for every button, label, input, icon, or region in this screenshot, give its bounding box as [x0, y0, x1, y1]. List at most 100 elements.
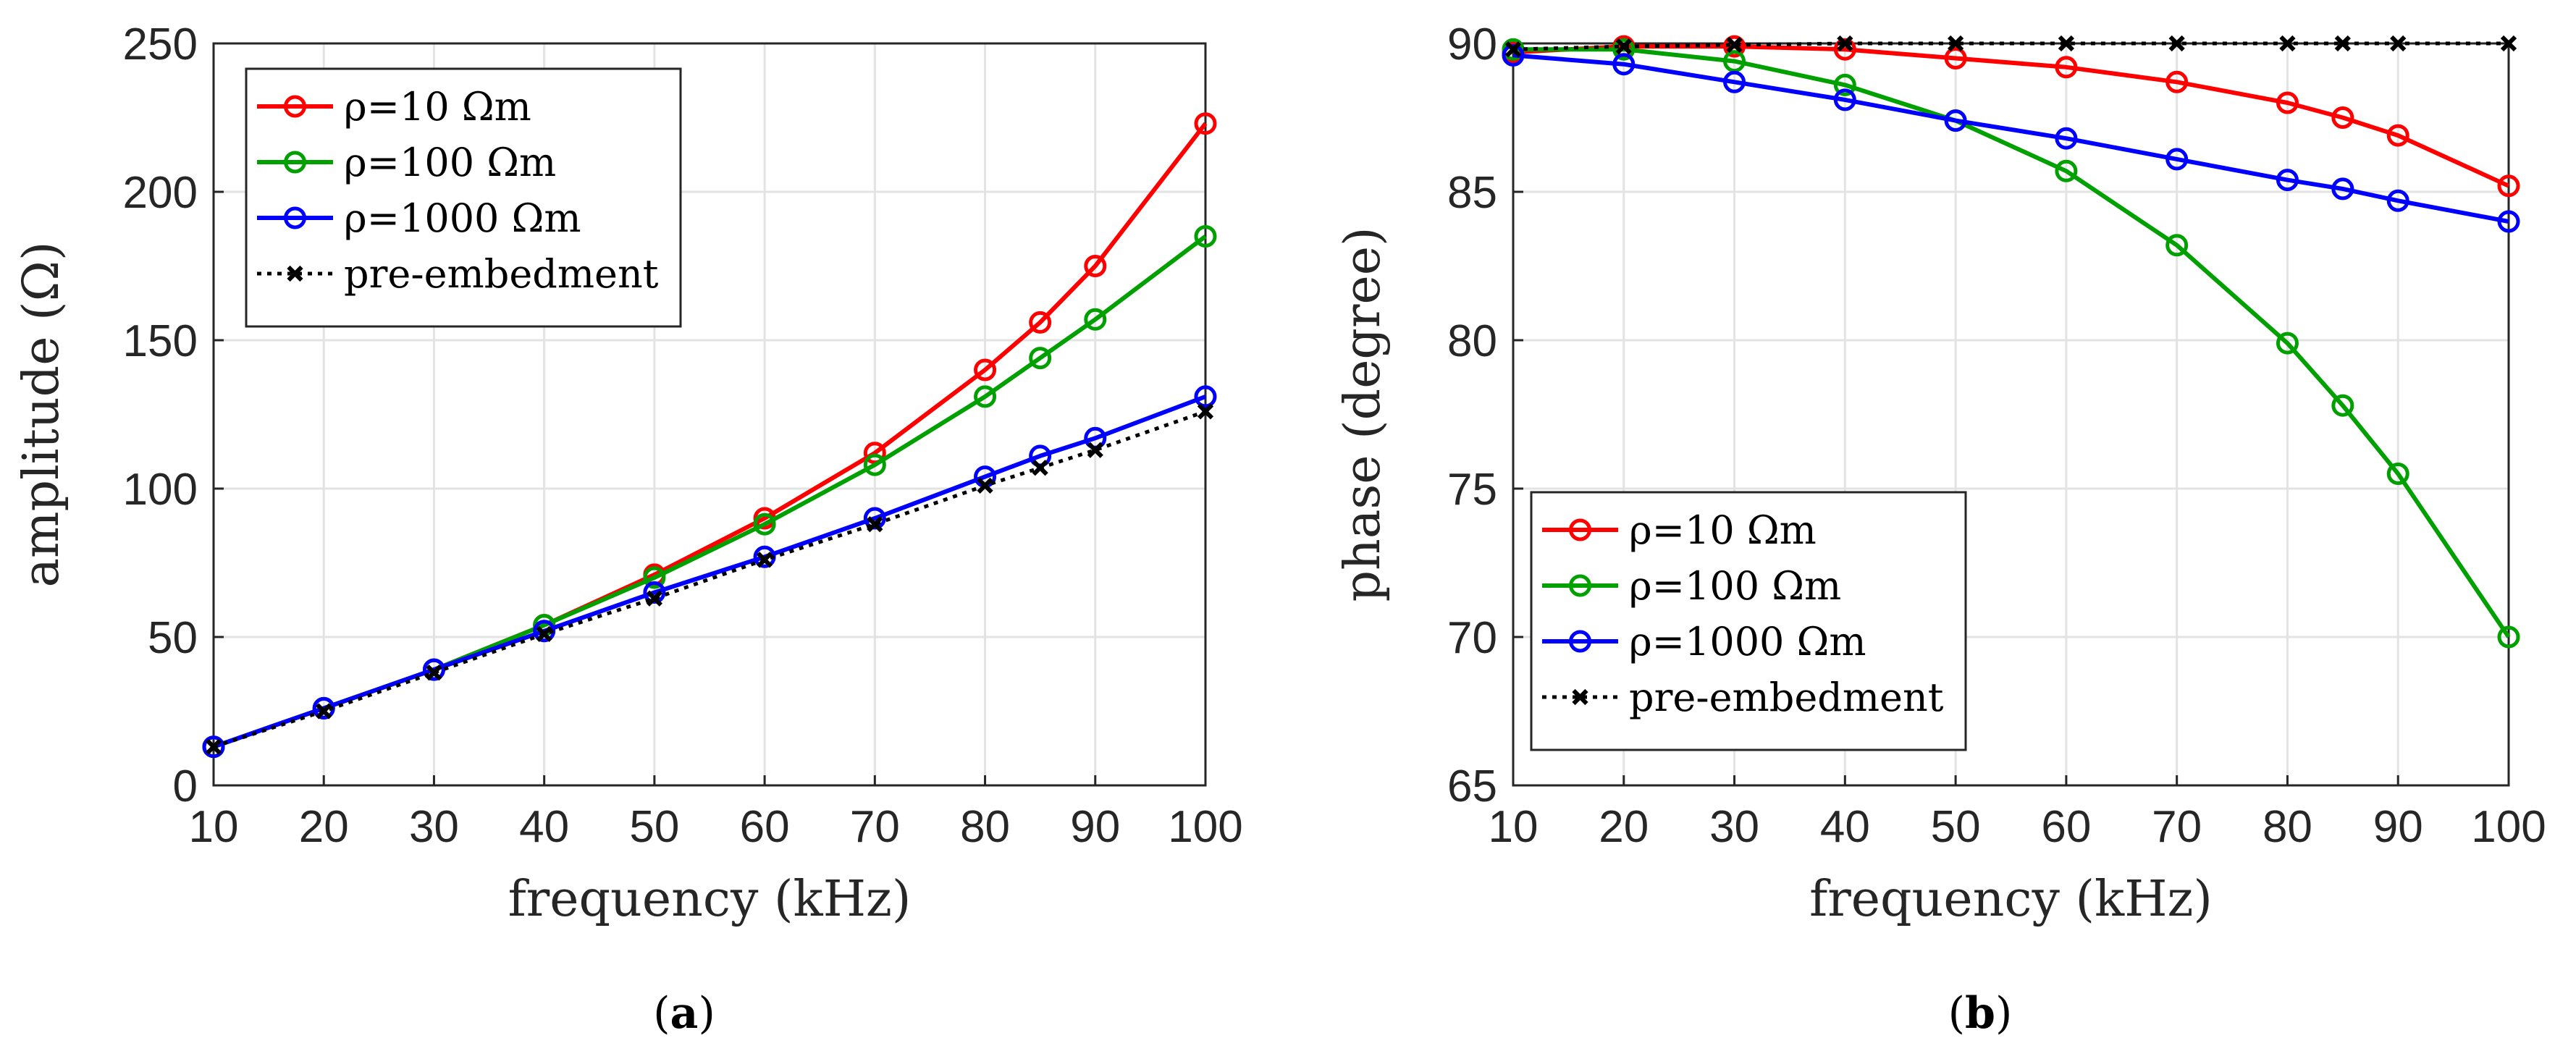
x-tick-label: 90 — [2373, 802, 2423, 852]
x-tick-label: 30 — [409, 802, 459, 852]
x-tick-label: 50 — [629, 802, 679, 852]
data-point — [2497, 174, 2520, 198]
y-tick-label: 75 — [1447, 465, 1497, 515]
panel-a: 10 20 30 40 50 60 70 80 90 100 0 50 100 150 200 250 freq… — [13, 20, 1243, 1039]
data-point — [974, 358, 997, 381]
data-point — [2055, 159, 2078, 182]
data-point — [2331, 177, 2354, 201]
series-line — [1512, 41, 2509, 51]
legend-label: ρ=1000 Ωm — [1629, 619, 1866, 664]
data-point — [1833, 88, 1856, 111]
data-point — [2500, 35, 2517, 52]
legend-swatch-marker — [287, 265, 303, 282]
data-point — [2165, 70, 2189, 93]
data-point — [2331, 394, 2354, 417]
x-tick-label: 30 — [1709, 802, 1759, 852]
data-point — [1502, 43, 1525, 67]
y-axis-label: phase (degree) — [1334, 227, 1392, 602]
data-point — [1726, 36, 1743, 54]
data-point — [536, 625, 552, 643]
x-axis-label: frequency (kHz) — [508, 871, 912, 928]
data-point — [2386, 189, 2409, 212]
legend-label: ρ=100 Ωm — [1629, 563, 1841, 609]
data-point — [2386, 124, 2409, 147]
caption-letter: b — [1965, 988, 1995, 1039]
legend-label: ρ=1000 Ωm — [344, 195, 581, 241]
data-point — [533, 620, 556, 643]
data-point — [643, 566, 666, 589]
data-point — [2055, 56, 2078, 79]
data-point — [2276, 332, 2299, 355]
data-point — [316, 703, 332, 720]
data-point — [974, 385, 997, 408]
y-tick-label: 85 — [1447, 168, 1497, 218]
data-point — [1194, 225, 1217, 248]
data-point — [867, 516, 883, 533]
data-point — [2497, 210, 2520, 233]
x-tick-label: 90 — [1070, 802, 1120, 852]
data-point — [756, 552, 773, 568]
caption-letter: a — [670, 988, 699, 1039]
data-point — [863, 507, 886, 530]
data-point — [863, 453, 886, 476]
data-point — [1029, 347, 1052, 370]
data-point — [646, 590, 663, 607]
data-point — [2276, 169, 2299, 192]
y-tick-label: 0 — [173, 761, 198, 811]
caption-open-paren: ( — [653, 988, 670, 1039]
data-point — [1615, 38, 1632, 55]
data-point — [1197, 403, 1214, 420]
y-tick-label: 250 — [123, 20, 198, 69]
y-tick-label: 80 — [1447, 316, 1497, 366]
data-point — [1504, 41, 1522, 58]
legend-label: ρ=10 Ωm — [1629, 507, 1817, 553]
data-point — [1723, 35, 1746, 58]
x-tick-label: 10 — [189, 802, 239, 852]
legend-box — [245, 67, 682, 328]
legend-label: pre-embedment — [344, 251, 659, 297]
legend-swatch-marker — [1569, 630, 1591, 653]
data-point — [1833, 73, 1856, 96]
legend-swatch-marker — [1569, 574, 1591, 597]
caption-open-paren: ( — [1948, 988, 1965, 1039]
caption-close-paren: ) — [698, 988, 715, 1039]
panel-b: 10 20 30 40 50 60 70 80 90 100 65 70 75 80 85 90 frequen… — [1334, 20, 2546, 1039]
x-tick-label: 40 — [519, 802, 569, 852]
data-point — [1029, 311, 1052, 334]
legend-swatch-marker — [1572, 688, 1588, 706]
data-point — [2168, 35, 2185, 52]
data-point — [1194, 385, 1217, 408]
panel-caption: (a) — [653, 988, 715, 1039]
data-point — [753, 512, 776, 536]
data-point — [1084, 308, 1107, 331]
legend-swatch-marker — [284, 95, 306, 118]
data-point — [643, 581, 666, 604]
y-tick-label: 65 — [1447, 761, 1497, 811]
data-point — [1084, 255, 1107, 277]
x-tick-label: 70 — [2152, 802, 2202, 852]
data-point — [2276, 91, 2299, 114]
data-point — [2279, 35, 2296, 52]
legend-label: ρ=10 Ωm — [344, 84, 531, 130]
y-tick-label: 200 — [123, 168, 198, 218]
data-point — [977, 477, 993, 494]
legend-swatch-marker — [284, 151, 306, 174]
data-point — [2386, 463, 2409, 485]
y-tick-label: 70 — [1447, 613, 1497, 663]
x-tick-label: 80 — [2263, 802, 2312, 852]
legend-box — [1530, 491, 1967, 751]
x-tick-label: 20 — [299, 802, 349, 852]
data-point — [1194, 112, 1217, 135]
y-tick-label: 100 — [123, 465, 198, 515]
x-tick-label: 70 — [850, 802, 900, 852]
data-point — [2497, 625, 2520, 649]
legend-swatch-marker — [284, 206, 306, 229]
data-point — [1723, 70, 1746, 93]
y-tick-label: 90 — [1447, 20, 1497, 69]
data-point — [2165, 148, 2189, 171]
x-tick-label: 80 — [960, 802, 1010, 852]
data-point — [1612, 38, 1636, 61]
x-tick-label: 10 — [1489, 802, 1539, 852]
data-point — [2058, 35, 2075, 52]
